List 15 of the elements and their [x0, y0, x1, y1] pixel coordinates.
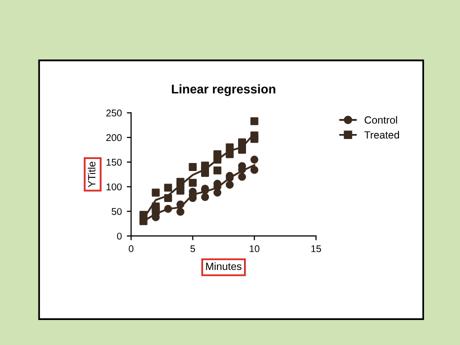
y-tick-label: 150 [106, 158, 122, 166]
y-tick-label: 100 [106, 183, 122, 190]
y-tick-label: 0 [117, 232, 122, 240]
x-tick-label: 15 [311, 245, 322, 252]
legend-label: Treated [364, 130, 399, 139]
y-tick-label: 200 [106, 134, 122, 142]
x-tick-label: 0 [128, 245, 134, 252]
x-tick-label: 5 [190, 245, 196, 252]
y-tick-label: 50 [112, 208, 122, 215]
y-axis-title: YTitle [88, 162, 96, 188]
chart-title: Linear regression [172, 84, 276, 96]
legend-label: Control [364, 116, 398, 124]
x-axis-title: Minutes [206, 262, 242, 270]
x-tick-label: 10 [250, 245, 260, 252]
y-tick-label: 250 [106, 110, 122, 116]
